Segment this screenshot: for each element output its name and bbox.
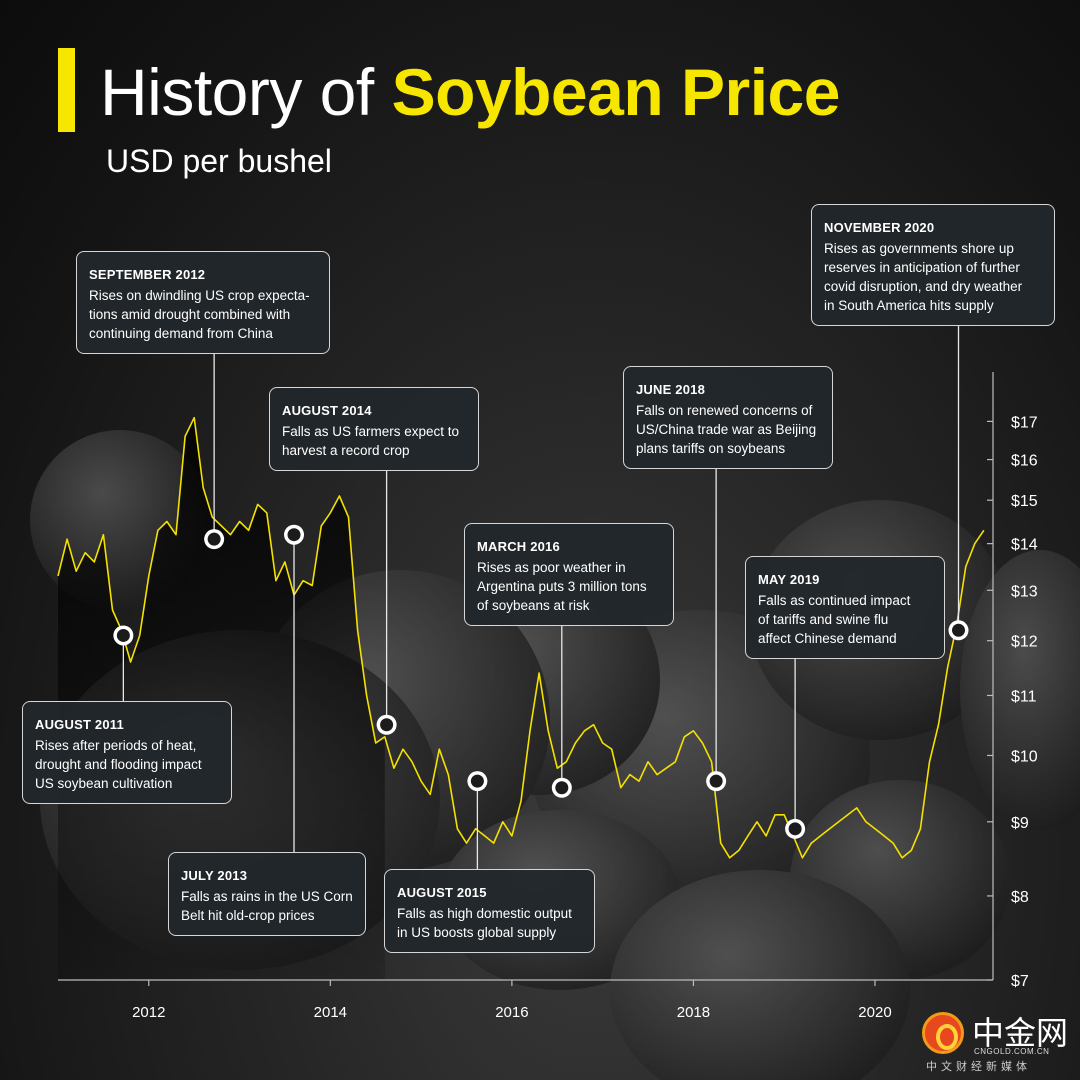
logo-tagline: 中文财经新媒体 [926,1060,1031,1073]
x-tick-label: 2014 [314,1004,347,1021]
annotation-marker-core [470,774,484,788]
annotation-marker-core [116,628,130,642]
logo-text-en: CNGOLD.COM.CN [974,1047,1050,1056]
soybean-8 [610,870,910,1080]
callout-text-line: drought and flooding impact [35,757,202,772]
callout-text-line: Rises on dwindling US crop expecta- [89,288,310,303]
callout-august-2014: AUGUST 2014 Falls as US farmers expect to… [269,387,479,471]
y-tick-label: $14 [1011,537,1038,554]
annotation-marker-core [380,718,394,732]
x-tick-label: 2020 [858,1004,891,1021]
callout-march-2016: MARCH 2016 Rises as poor weather in Argent… [464,523,674,626]
callout-date: AUGUST 2011 [35,717,124,732]
x-tick-label: 2012 [132,1004,165,1021]
annotation-marker-core [952,623,966,637]
callout-text-line: of soybeans at risk [477,598,590,613]
callout-text-line: Falls as rains in the US Corn [181,889,353,904]
callout-text-line: reserves in anticipation of further [824,260,1020,275]
x-tick-label: 2018 [677,1004,710,1021]
callout-text-line: tions amid drought combined with [89,307,291,322]
callout-date: JUNE 2018 [636,382,706,397]
y-tick-label: $7 [1011,973,1029,990]
callout-august-2015: AUGUST 2015 Falls as high domestic output… [384,869,595,953]
callout-text-line: Falls as continued impact [758,593,911,608]
callout-text-line: US soybean cultivation [35,776,173,791]
callout-august-2011: AUGUST 2011 Rises after periods of heat, d… [22,701,232,804]
callout-may-2019: MAY 2019 Falls as continued impact of tari… [745,556,945,659]
callout-text-line: in US boosts global supply [397,925,557,940]
callout-date: MAY 2019 [758,572,820,587]
callout-date: SEPTEMBER 2012 [89,267,206,282]
y-tick-label: $11 [1011,688,1037,705]
annotation-marker-core [555,781,569,795]
annotation-marker-core [287,528,301,542]
callout-text-line: Rises after periods of heat, [35,738,197,753]
callout-text-line: Belt hit old-crop prices [181,908,315,923]
callout-text-line: Argentina puts 3 million tons [477,579,647,594]
page-title: History of Soybean Price [100,48,840,136]
callout-text-line: harvest a record crop [282,443,410,458]
soybean-9 [960,550,1080,830]
title-bold: Soybean Price [391,55,841,129]
callout-july-2013: JULY 2013 Falls as rains in the US Corn Be… [168,852,366,936]
annotation-marker-core [207,532,221,546]
title-light: History of [100,55,374,129]
callout-text-line: of tariffs and swine flu [758,612,889,627]
title-accent-bar [58,48,75,132]
logo-icon [922,1012,964,1054]
y-tick-label: $13 [1011,583,1038,600]
y-tick-label: $16 [1011,453,1038,470]
y-tick-label: $10 [1011,748,1038,765]
annotation-marker-core [788,822,802,836]
callout-date: NOVEMBER 2020 [824,220,935,235]
callout-text-line: Rises as governments shore up [824,241,1014,256]
callout-date: JULY 2013 [181,868,248,883]
y-tick-label: $17 [1011,414,1038,431]
price-area-shade [58,417,385,980]
price-line [57,416,985,859]
callout-text-line: Falls as high domestic output [397,906,572,921]
callout-june-2018: JUNE 2018 Falls on renewed concerns of US/… [623,366,833,469]
callout-date: MARCH 2016 [477,539,560,554]
callout-text-line: plans tariffs on soybeans [636,441,786,456]
callout-september-2012: SEPTEMBER 2012 Rises on dwindling US crop… [76,251,330,354]
x-tick-label: 2016 [495,1004,528,1021]
y-tick-label: $15 [1011,493,1038,510]
callout-text-line: covid disruption, and dry weather [824,279,1023,294]
callout-date: AUGUST 2014 [282,403,372,418]
callout-text-line: affect Chinese demand [758,631,897,646]
callout-date: AUGUST 2015 [397,885,487,900]
callout-text-line: Falls on renewed concerns of [636,403,813,418]
callout-text-line: US/China trade war as Beijing [636,422,817,437]
callout-text-line: continuing demand from China [89,326,273,341]
logo-text-cn: 中金网 [972,1014,1069,1052]
y-tick-label: $9 [1011,815,1029,832]
callout-text-line: in South America hits supply [824,298,994,313]
y-tick-label: $12 [1011,634,1038,651]
annotation-marker-core [709,774,723,788]
chart-subtitle: USD per bushel [106,143,332,179]
cngold-logo: 中金网 CNGOLD.COM.CN 中文财经新媒体 [920,1006,1070,1074]
y-tick-label: $8 [1011,889,1029,906]
callout-text-line: Rises as poor weather in [477,560,626,575]
callout-november-2020: NOVEMBER 2020 Rises as governments shore … [811,204,1055,326]
callout-text-line: Falls as US farmers expect to [282,424,460,439]
